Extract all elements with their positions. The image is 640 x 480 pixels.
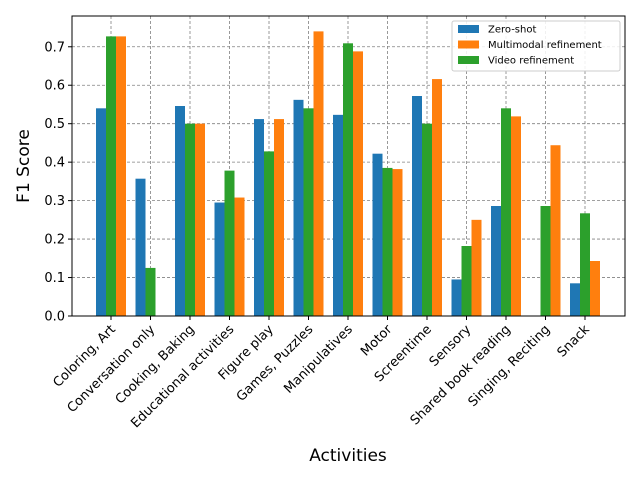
legend-entry: Zero-shot xyxy=(488,25,536,36)
y-tick-label: 0.5 xyxy=(44,117,65,132)
bar xyxy=(116,36,126,317)
bar xyxy=(392,169,403,316)
bar xyxy=(106,36,116,317)
bar xyxy=(382,167,393,316)
bar xyxy=(422,123,432,316)
bar xyxy=(580,213,590,316)
bar xyxy=(372,153,383,316)
bar xyxy=(145,267,156,316)
y-axis-ticks: 0.0 0.1 0.2 0.3 0.4 0.5 0.6 0.7 xyxy=(44,40,72,325)
y-tick-label: 0.0 xyxy=(44,310,65,325)
bar xyxy=(451,279,462,316)
bars xyxy=(96,31,600,317)
bar xyxy=(175,106,185,316)
y-tick-label: 0.2 xyxy=(44,233,65,248)
bar xyxy=(224,170,235,316)
y-tick-label: 0.6 xyxy=(44,79,65,94)
bar xyxy=(412,96,422,316)
y-axis-title: F1 Score xyxy=(14,129,34,203)
bar xyxy=(214,202,225,316)
bar xyxy=(274,119,284,316)
bar xyxy=(96,108,106,316)
legend-entry: Video refinement xyxy=(488,56,574,67)
bar xyxy=(590,261,600,316)
bar xyxy=(461,246,472,316)
bar xyxy=(333,114,343,316)
y-tick-label: 0.1 xyxy=(44,271,65,286)
bar xyxy=(511,116,521,316)
bar xyxy=(432,79,442,316)
bar xyxy=(135,178,146,316)
legend-box xyxy=(451,20,621,72)
bar xyxy=(550,145,561,316)
bar xyxy=(353,51,363,317)
bar xyxy=(501,108,511,316)
bar xyxy=(343,43,353,317)
bar xyxy=(254,119,264,316)
legend-swatch xyxy=(458,56,479,64)
y-tick-label: 0.4 xyxy=(44,156,65,171)
bar xyxy=(234,197,245,316)
bar xyxy=(540,206,551,316)
legend-swatch xyxy=(458,40,479,49)
bar xyxy=(185,123,195,316)
x-axis-title: Activities xyxy=(309,446,387,466)
bar xyxy=(195,123,205,316)
bar xyxy=(293,99,304,316)
legend-swatch xyxy=(458,25,479,33)
y-tick-label: 0.7 xyxy=(44,40,65,55)
bar xyxy=(264,151,274,316)
bar xyxy=(471,219,482,316)
bar xyxy=(303,108,314,316)
bar xyxy=(313,31,324,317)
bar xyxy=(491,206,501,316)
legend-entry: Multimodal refinement xyxy=(488,40,602,51)
bar xyxy=(570,283,580,316)
y-tick-label: 0.3 xyxy=(44,194,65,209)
legend: Zero-shot Multimodal refinement Video refi… xyxy=(451,20,621,72)
